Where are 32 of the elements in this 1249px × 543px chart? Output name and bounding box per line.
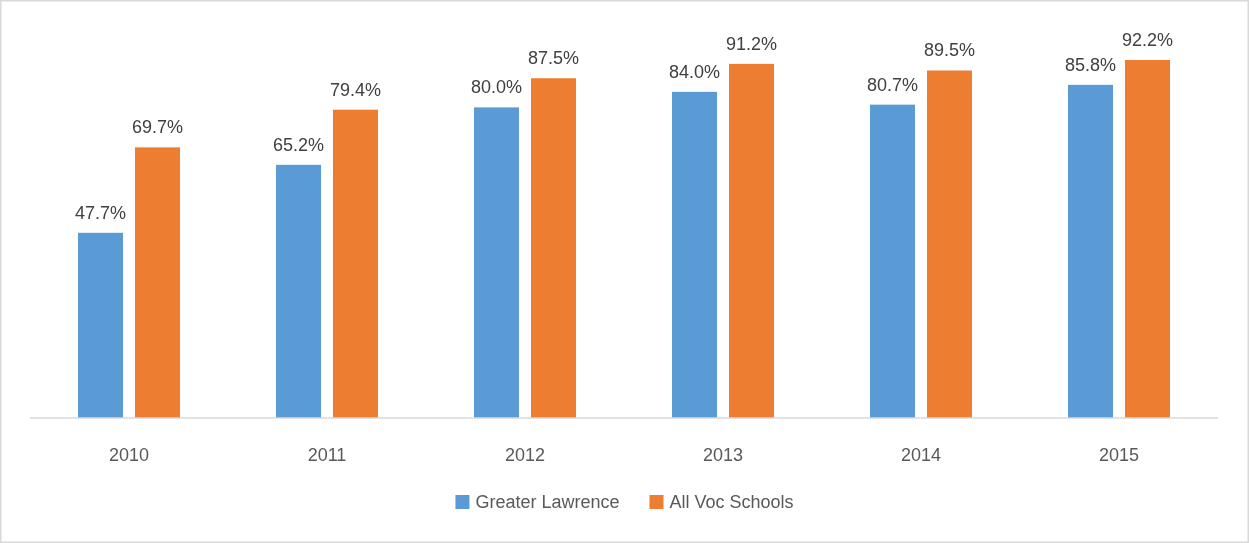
data-label: 47.7%: [74, 202, 127, 223]
bar: [276, 164, 322, 418]
data-label: 79.4%: [329, 79, 382, 100]
x-tick-label: 2014: [900, 445, 942, 466]
bar: [728, 63, 774, 418]
bar: [78, 232, 124, 418]
data-label: 65.2%: [272, 134, 325, 155]
bar: [134, 147, 180, 418]
data-label: 80.7%: [866, 74, 919, 95]
data-label: 91.2%: [725, 33, 778, 54]
bar: [530, 78, 576, 418]
bar: [1068, 84, 1114, 418]
data-label: 87.5%: [527, 48, 580, 69]
bar: [332, 109, 378, 418]
legend-label: Greater Lawrence: [475, 492, 620, 513]
data-label: 69.7%: [131, 117, 184, 138]
x-tick-label: 2012: [504, 445, 546, 466]
data-label: 92.2%: [1121, 30, 1174, 50]
bar: [870, 104, 916, 418]
legend-label: All Voc Schools: [669, 492, 794, 513]
x-tick-label: 2013: [702, 445, 744, 466]
data-label: 80.0%: [470, 77, 523, 98]
bar: [1124, 60, 1170, 418]
x-tick-label: 2011: [307, 445, 347, 466]
data-label: 85.8%: [1064, 54, 1117, 75]
bar: [474, 107, 520, 418]
bar: [672, 91, 718, 418]
data-label: 89.5%: [923, 40, 976, 61]
x-tick-label: 2015: [1098, 445, 1140, 466]
x-tick-label: 2010: [108, 445, 150, 466]
bar: [926, 70, 972, 418]
data-label: 84.0%: [668, 61, 721, 82]
